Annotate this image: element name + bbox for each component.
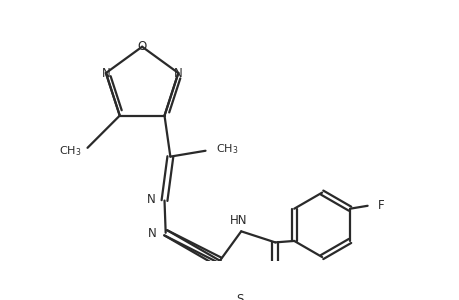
Text: O: O	[137, 40, 146, 53]
Text: HN: HN	[229, 214, 246, 227]
Text: S: S	[235, 293, 243, 300]
Text: CH$_3$: CH$_3$	[59, 144, 82, 158]
Text: N: N	[101, 67, 110, 80]
Text: N: N	[174, 67, 182, 80]
Text: CH$_3$: CH$_3$	[216, 143, 238, 157]
Text: N: N	[148, 227, 157, 240]
Text: N: N	[146, 193, 156, 206]
Text: F: F	[377, 199, 384, 212]
